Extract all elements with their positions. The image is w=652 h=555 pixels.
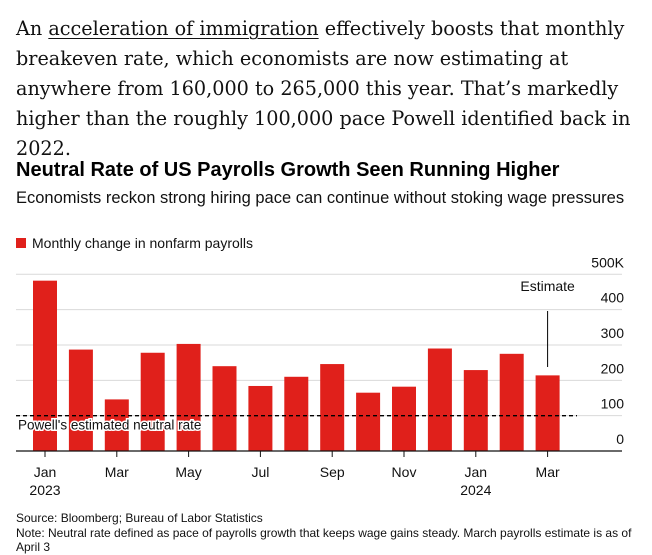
bar bbox=[140, 352, 165, 451]
payrolls-bar-chart: 0 100 200 300 400 500K Powell's estimated neut… bbox=[16, 254, 625, 498]
x-tick-label: Jan bbox=[465, 464, 488, 480]
x-tick-label: Jan bbox=[34, 464, 57, 480]
x-tick-label: Jul bbox=[251, 464, 269, 480]
article-paragraph: An acceleration of immigration effective… bbox=[16, 14, 641, 164]
chart-footer: Source: Bloomberg; Bureau of Labor Stati… bbox=[16, 511, 636, 555]
x-tick-year-label: 2024 bbox=[460, 482, 491, 498]
reference-line-label: Powell's estimated neutral rate bbox=[18, 418, 201, 433]
chart-subtitle: Economists reckon strong hiring pace can… bbox=[16, 189, 625, 207]
bar bbox=[68, 349, 93, 451]
bar bbox=[320, 364, 345, 451]
x-tick-label: Mar bbox=[105, 464, 129, 480]
x-tick-label: Nov bbox=[392, 464, 417, 480]
bar bbox=[463, 370, 488, 451]
bar bbox=[427, 348, 452, 451]
bar bbox=[33, 280, 57, 451]
y-tick-label: 0 bbox=[616, 431, 624, 447]
bar bbox=[212, 366, 237, 451]
x-tick-label: Sep bbox=[320, 464, 345, 480]
y-tick-label: 500K bbox=[591, 254, 624, 270]
y-tick-label: 300 bbox=[601, 325, 625, 341]
chart-title: Neutral Rate of US Payrolls Growth Seen … bbox=[16, 159, 560, 181]
bar bbox=[356, 392, 381, 451]
bar bbox=[176, 343, 201, 451]
legend-label: Monthly change in nonfarm payrolls bbox=[32, 235, 254, 251]
x-tick-label: May bbox=[175, 464, 201, 480]
legend-swatch bbox=[16, 238, 26, 248]
paragraph-lead: An bbox=[16, 17, 49, 40]
bar bbox=[248, 385, 273, 451]
y-tick-label: 200 bbox=[601, 360, 625, 376]
bar bbox=[499, 353, 524, 451]
bar bbox=[392, 386, 416, 451]
bar bbox=[104, 399, 129, 451]
immigration-link[interactable]: acceleration of immigration bbox=[48, 17, 319, 40]
bar bbox=[535, 375, 560, 451]
chart-source: Source: Bloomberg; Bureau of Labor Stati… bbox=[16, 511, 263, 525]
y-tick-label: 100 bbox=[601, 396, 625, 412]
bar bbox=[284, 376, 309, 451]
chart-note: Note: Neutral rate defined as pace of pa… bbox=[16, 525, 632, 555]
y-tick-label: 400 bbox=[601, 290, 625, 306]
x-tick-year-label: 2023 bbox=[29, 482, 60, 498]
paragraph-body: effectively boosts that monthly breakeve… bbox=[16, 17, 631, 160]
annotation-label: Estimate bbox=[520, 278, 575, 294]
x-tick-label: Mar bbox=[536, 464, 560, 480]
chart-legend: Monthly change in nonfarm payrolls bbox=[16, 235, 253, 251]
